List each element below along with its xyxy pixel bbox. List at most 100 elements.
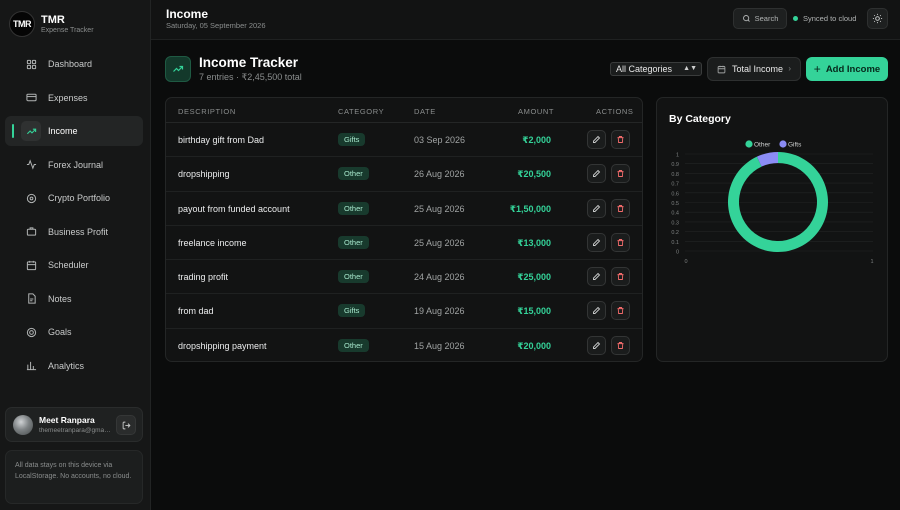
pulse-icon bbox=[25, 159, 37, 171]
row-amount: ₹15,000 bbox=[517, 306, 551, 317]
category-badge: Other bbox=[338, 270, 369, 284]
column-header-actions: ACTIONS bbox=[596, 107, 634, 116]
delete-button[interactable] bbox=[611, 164, 630, 184]
table-row: birthday gift from Dad Gifts 03 Sep 2026 ₹2… bbox=[166, 123, 642, 158]
user-name: Meet Ranpara bbox=[39, 414, 95, 425]
row-description: trading profit bbox=[178, 272, 229, 283]
sidebar-item-crypto-portfolio[interactable]: Crypto Portfolio bbox=[5, 183, 143, 213]
category-badge: Other bbox=[338, 338, 369, 352]
note-icon bbox=[25, 293, 37, 305]
edit-button[interactable] bbox=[587, 232, 606, 252]
sidebar-item-expenses[interactable]: Expenses bbox=[5, 83, 143, 113]
delete-button[interactable] bbox=[611, 267, 630, 287]
delete-button[interactable] bbox=[611, 198, 630, 218]
row-description: birthday gift from Dad bbox=[178, 135, 265, 145]
target-icon bbox=[25, 326, 37, 338]
trash-icon bbox=[616, 341, 625, 350]
y-tick-label: 0.5 bbox=[671, 201, 679, 207]
income-section-icon bbox=[165, 56, 191, 82]
legend-label[interactable]: Other bbox=[754, 142, 771, 149]
sidebar-nav: Dashboard Expenses Income Forex Journal Cryp… bbox=[5, 49, 143, 384]
donut-slice-gifts[interactable] bbox=[756, 152, 778, 167]
sun-icon bbox=[872, 13, 883, 24]
row-date: 26 Aug 2026 bbox=[414, 169, 465, 180]
edit-button[interactable] bbox=[587, 164, 606, 184]
category-donut-chart: 1 0.9 0.8 0.7 0.6 0.5 0.4 0.3 0.2 0.1 00 1 Other Gift… bbox=[671, 140, 874, 265]
brand-subtitle: Expense Tracker bbox=[41, 26, 94, 34]
grid-icon bbox=[25, 58, 37, 70]
delete-button[interactable] bbox=[611, 301, 630, 321]
sidebar-item-analytics[interactable]: Analytics bbox=[5, 351, 143, 381]
table-header: DESCRIPTION CATEGORY DATE AMOUNT ACTIONS bbox=[166, 98, 642, 123]
sidebar-item-scheduler[interactable]: Scheduler bbox=[5, 250, 143, 280]
sidebar: TMR TMR Expense Tracker Dashboard Expense… bbox=[0, 0, 151, 510]
category-badge: Other bbox=[338, 235, 369, 249]
sidebar-item-label: Scheduler bbox=[48, 260, 89, 270]
brand[interactable]: TMR TMR Expense Tracker bbox=[9, 11, 94, 37]
column-header-description[interactable]: DESCRIPTION bbox=[178, 107, 236, 116]
user-card[interactable]: Meet Ranpara themeetranpara@gmail.com bbox=[5, 407, 143, 442]
row-amount: ₹13,000 bbox=[517, 237, 551, 248]
donut-slice-other[interactable] bbox=[728, 152, 828, 252]
row-amount: ₹1,50,000 bbox=[509, 203, 551, 214]
plus-icon: + bbox=[813, 62, 821, 76]
edit-button[interactable] bbox=[587, 267, 606, 287]
table-row: dropshipping payment Other 15 Aug 2026 ₹20,… bbox=[166, 329, 642, 361]
row-description: dropshipping payment bbox=[178, 340, 267, 351]
theme-toggle-button[interactable] bbox=[867, 8, 888, 29]
y-tick-label: 0.2 bbox=[671, 230, 679, 236]
row-amount: ₹20,000 bbox=[517, 340, 551, 351]
topbar: Income Saturday, 05 September 2026 Searc… bbox=[151, 0, 900, 40]
calendar-icon bbox=[25, 259, 37, 271]
brand-name: TMR bbox=[41, 13, 65, 26]
column-header-category[interactable]: CATEGORY bbox=[338, 107, 385, 116]
sync-status: Synced to cloud bbox=[793, 14, 856, 23]
page-title: Income bbox=[166, 7, 209, 21]
sidebar-item-business-profit[interactable]: Business Profit bbox=[5, 217, 143, 247]
pencil-icon bbox=[592, 169, 601, 178]
chart-title: By Category bbox=[669, 113, 731, 125]
total-income-button[interactable]: Total Income › bbox=[707, 57, 801, 81]
legend-label[interactable]: Gifts bbox=[788, 142, 802, 149]
delete-button[interactable] bbox=[611, 335, 630, 355]
add-income-button[interactable]: + Add Income bbox=[806, 57, 888, 81]
sidebar-item-label: Crypto Portfolio bbox=[48, 193, 111, 203]
edit-button[interactable] bbox=[587, 301, 606, 321]
legend-swatch bbox=[779, 140, 787, 148]
logout-button[interactable] bbox=[116, 415, 136, 435]
row-amount: ₹20,500 bbox=[517, 169, 551, 180]
column-header-date[interactable]: DATE bbox=[414, 107, 436, 116]
table-row: from dad Gifts 19 Aug 2026 ₹15,000 bbox=[166, 294, 642, 329]
card-icon bbox=[25, 92, 37, 104]
edit-button[interactable] bbox=[587, 130, 606, 149]
sidebar-item-notes[interactable]: Notes bbox=[5, 284, 143, 314]
table-row: payout from funded account Other 25 Aug 20… bbox=[166, 192, 642, 226]
y-tick-label: 0 bbox=[676, 250, 679, 256]
delete-button[interactable] bbox=[611, 232, 630, 252]
sidebar-item-goals[interactable]: Goals bbox=[5, 317, 143, 347]
edit-button[interactable] bbox=[587, 198, 606, 218]
row-description: from dad bbox=[178, 306, 214, 317]
search-icon bbox=[742, 15, 750, 22]
row-amount: ₹2,000 bbox=[522, 135, 551, 145]
column-header-amount[interactable]: AMOUNT bbox=[518, 107, 555, 116]
chevron-right-icon: › bbox=[788, 64, 791, 73]
page-date: Saturday, 05 September 2026 bbox=[166, 21, 266, 30]
sidebar-item-dashboard[interactable]: Dashboard bbox=[5, 49, 143, 79]
sidebar-item-forex-journal[interactable]: Forex Journal bbox=[5, 150, 143, 180]
row-amount: ₹25,000 bbox=[517, 272, 551, 283]
user-email: themeetranpara@gmail.com bbox=[39, 426, 111, 434]
sidebar-item-income[interactable]: Income bbox=[5, 116, 143, 146]
y-tick-label: 0.6 bbox=[671, 191, 679, 197]
table-row: trading profit Other 24 Aug 2026 ₹25,000 bbox=[166, 260, 642, 295]
edit-button[interactable] bbox=[587, 335, 606, 355]
table-body: birthday gift from Dad Gifts 03 Sep 2026 ₹2… bbox=[166, 123, 642, 361]
y-tick-label: 1 bbox=[676, 153, 679, 159]
search-button[interactable]: Search bbox=[733, 8, 787, 29]
category-filter-select[interactable]: All Categories ▲▼ bbox=[610, 62, 702, 76]
y-tick-label: 0.1 bbox=[671, 240, 679, 246]
coin-icon bbox=[25, 192, 37, 204]
chevron-down-icon: ▲▼ bbox=[683, 65, 697, 72]
add-income-label: Add Income bbox=[825, 63, 881, 75]
delete-button[interactable] bbox=[611, 130, 630, 149]
